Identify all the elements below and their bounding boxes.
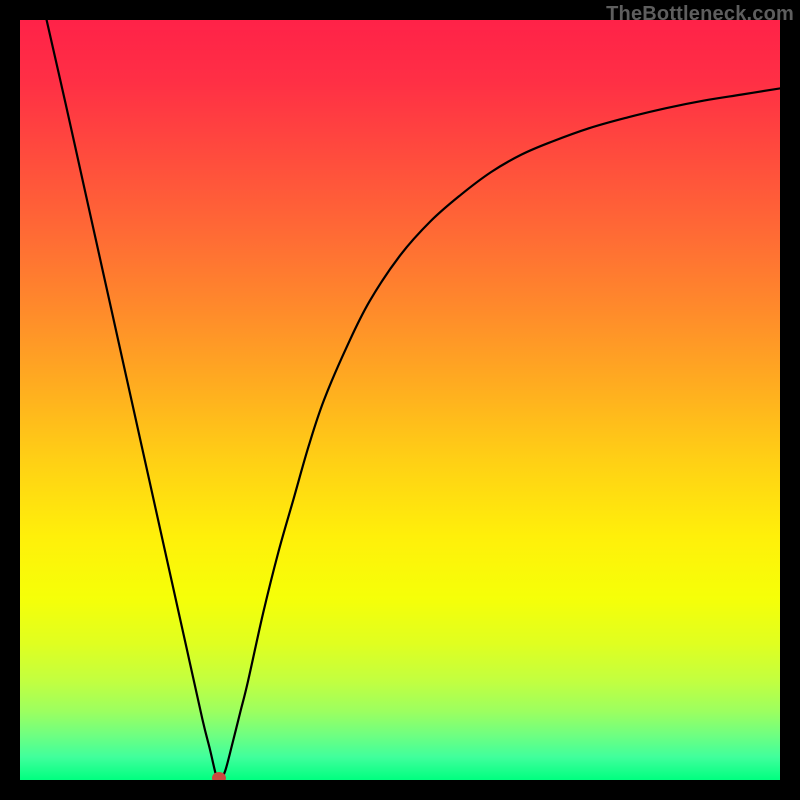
frame-border-left (0, 0, 20, 800)
frame-border-bottom (0, 780, 800, 800)
min-point-marker (212, 772, 226, 780)
curve-svg (20, 20, 780, 780)
frame-border-right (780, 0, 800, 800)
plot-area (20, 20, 780, 780)
watermark-text: TheBottleneck.com (606, 3, 794, 26)
bottleneck-curve-path (47, 20, 780, 779)
chart-frame: TheBottleneck.com (0, 0, 800, 800)
